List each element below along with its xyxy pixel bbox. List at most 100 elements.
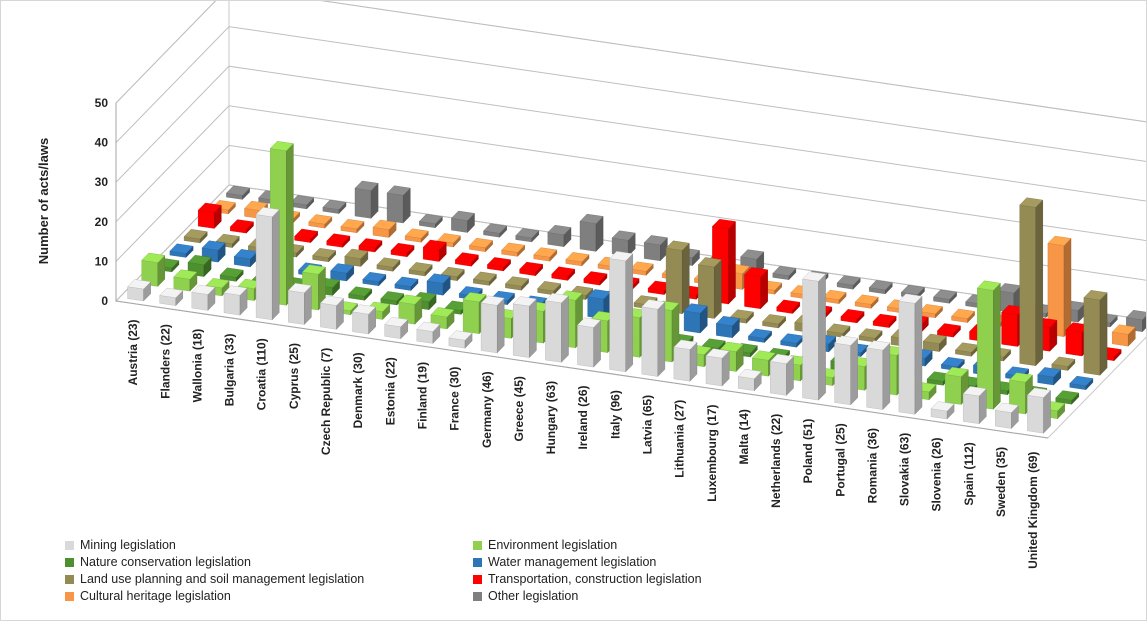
bar <box>201 240 226 263</box>
bar <box>384 316 409 340</box>
legend-item: Cultural heritage legislation <box>65 589 231 603</box>
bar <box>398 294 423 325</box>
bar <box>629 261 654 276</box>
bar <box>326 233 351 248</box>
y-tick-label: 50 <box>95 96 109 110</box>
bar <box>372 219 397 238</box>
x-tick-label: United Kingdom (69) <box>1026 452 1040 569</box>
x-tick-label: Spain (112) <box>962 442 976 505</box>
bar <box>747 328 773 343</box>
legend-label: Land use planning and soil management le… <box>80 572 365 586</box>
bar <box>769 353 794 396</box>
bar <box>183 229 208 244</box>
bar <box>386 185 411 224</box>
bar <box>380 291 405 306</box>
bar <box>533 247 558 262</box>
y-tick-label: 40 <box>95 136 109 150</box>
bar <box>1083 290 1108 376</box>
gridline <box>115 1 1146 123</box>
bar <box>936 323 961 338</box>
x-tick-label: Hungary (63) <box>544 381 558 454</box>
bar <box>994 402 1019 429</box>
bar <box>390 242 415 258</box>
x-tick-label: Wallonia (18) <box>190 329 204 403</box>
legend-item: Environment legislation <box>473 538 617 552</box>
x-tick-label: Cyprus (25) <box>287 343 301 409</box>
x-tick-label: Poland (51) <box>801 419 815 484</box>
bar <box>898 293 923 415</box>
bar <box>422 239 447 262</box>
legend-item: Other legislation <box>473 589 578 603</box>
bar <box>866 340 891 411</box>
legend-swatch <box>473 574 482 584</box>
bar <box>416 321 441 344</box>
bar <box>858 328 883 343</box>
bar <box>954 342 979 357</box>
legend-item: Land use planning and soil management le… <box>65 572 364 586</box>
gridline <box>115 105 1146 242</box>
bar <box>802 271 827 401</box>
x-tick-label: Malta (14) <box>737 409 751 464</box>
x-tick-label: Denmark (30) <box>351 352 365 428</box>
x-tick-label: Luxembourg (17) <box>705 404 719 501</box>
bar <box>348 286 373 301</box>
bar <box>472 271 497 286</box>
gridline <box>115 65 1146 202</box>
bar <box>225 185 251 200</box>
legend-label: Mining legislation <box>80 538 176 552</box>
bar <box>448 330 473 349</box>
x-tick-label: Netherlands (22) <box>769 414 783 508</box>
legend-swatch <box>65 540 74 550</box>
bar <box>504 276 530 291</box>
legend-swatch <box>65 574 74 584</box>
bar <box>544 293 569 363</box>
bar <box>354 180 379 219</box>
bar <box>483 223 508 238</box>
bar <box>641 299 666 377</box>
bar <box>376 257 401 272</box>
legend-label: Water management legislation <box>488 555 657 569</box>
gridline <box>115 144 1146 281</box>
x-tick-label: Sweden (35) <box>994 447 1008 517</box>
bar <box>173 269 198 292</box>
bar <box>352 304 377 335</box>
bar <box>962 386 987 425</box>
bar <box>976 280 1001 410</box>
bar <box>512 296 537 359</box>
bar <box>551 266 576 281</box>
bar <box>408 262 433 277</box>
legend-swatch <box>65 557 74 567</box>
x-tick-label: Romania (36) <box>865 428 879 503</box>
bar <box>565 252 590 267</box>
bar <box>358 238 383 253</box>
x-tick-label: Greece (45) <box>512 376 526 441</box>
x-tick-label: Finland (19) <box>415 362 429 429</box>
bar <box>501 242 526 257</box>
bar <box>744 267 769 310</box>
y-tick-label: 0 <box>101 294 108 308</box>
x-tick-label: Portugal (25) <box>833 423 847 496</box>
bar <box>330 263 355 282</box>
bar <box>362 271 387 287</box>
bar <box>418 213 443 229</box>
bar <box>197 202 222 229</box>
bar <box>918 304 943 319</box>
bar <box>290 195 315 210</box>
y-tick-label: 30 <box>95 175 109 189</box>
bar <box>776 299 801 314</box>
x-tick-label: Slovenia (26) <box>930 437 944 511</box>
x-tick-label: France (30) <box>448 367 462 431</box>
legend-label: Transportation, construction legislation <box>488 572 702 586</box>
bar <box>480 295 505 354</box>
bar <box>673 339 698 382</box>
legend-label: Nature conservation legislation <box>80 555 251 569</box>
bar <box>308 214 333 229</box>
legend-swatch <box>473 540 482 550</box>
x-tick-label: Estonia (22) <box>383 357 397 425</box>
bar <box>547 224 572 248</box>
y-tick-labels: 0 10 20 30 40 50 <box>95 96 109 308</box>
bar <box>468 237 494 253</box>
bar <box>643 235 668 262</box>
bar <box>611 230 636 257</box>
